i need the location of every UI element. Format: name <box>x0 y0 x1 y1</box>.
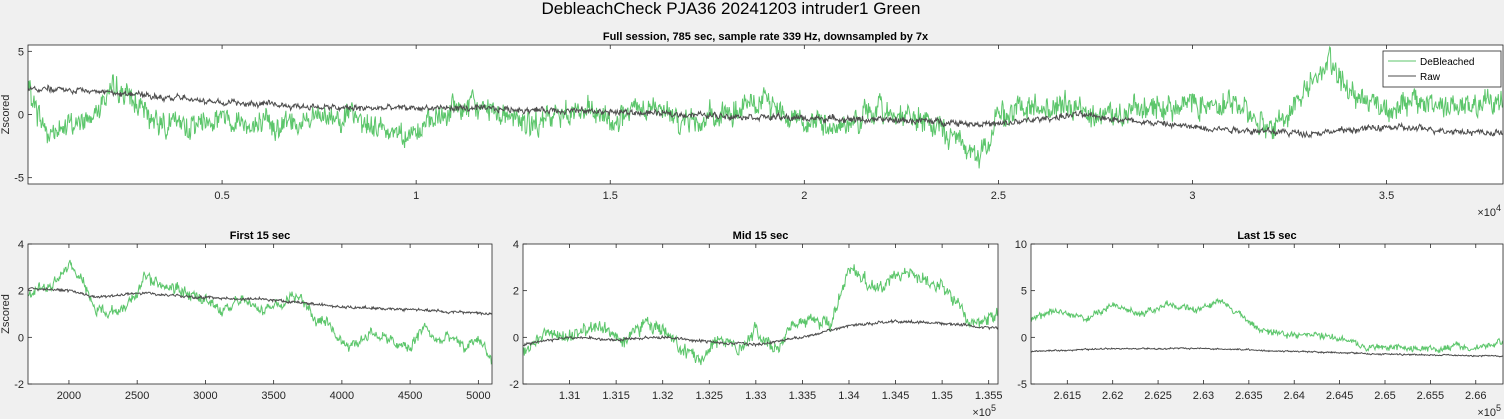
x-tick-label: 2.625 <box>1144 390 1172 402</box>
chart-title: First 15 sec <box>230 230 291 242</box>
chart-title: Full session, 785 sec, sample rate 339 H… <box>603 31 929 43</box>
y-tick-label: 0 <box>513 332 519 344</box>
x-tick-label: 2.615 <box>1054 390 1082 402</box>
x-tick-label: 2000 <box>57 390 81 402</box>
y-tick-label: 10 <box>1015 239 1027 251</box>
x-tick-label: 5000 <box>466 390 490 402</box>
series-line-raw <box>523 318 998 348</box>
series-line-debleached <box>28 259 492 365</box>
y-tick-label: 2 <box>18 286 24 298</box>
chart-full-session: 0.5 1 1.5 2 2.5 3 3.5 -5 0 5 ×104 Full session, 785… <box>0 31 1504 219</box>
x-tick-label: 2.63 <box>1193 390 1214 402</box>
chart-last-15-sec: 2.615 2.62 2.625 2.63 2.635 2.64 2.645 2.65 2.65… <box>1015 230 1504 419</box>
x-tick-label: 1.32 <box>652 390 673 402</box>
axes-box <box>1030 243 1504 385</box>
x-tick-label: 1.34 <box>838 390 859 402</box>
chart-title: Last 15 sec <box>1237 230 1296 242</box>
y-axis-label: Zscored <box>0 95 12 135</box>
x-tick-label: 2 <box>801 190 807 202</box>
x-tick-label: 3.5 <box>1379 190 1394 202</box>
y-tick-label: 0 <box>18 110 24 122</box>
series-line-raw <box>28 286 492 316</box>
x-tick-label: 1.35 <box>931 390 952 402</box>
x-tick-label: 1.335 <box>789 390 817 402</box>
series-line-debleached <box>523 264 998 366</box>
x-tick-label: 1.31 <box>559 390 580 402</box>
legend-label-raw: Raw <box>1420 72 1441 83</box>
x-exponent-label: ×104 <box>1477 203 1501 219</box>
plot-area <box>28 45 1503 184</box>
y-tick-label: -2 <box>509 379 519 391</box>
series-line-debleached <box>28 45 1503 169</box>
x-tick-label: 1.315 <box>602 390 630 402</box>
x-tick-label: 2.62 <box>1102 390 1123 402</box>
axes-box <box>27 243 493 385</box>
x-exponent-label: ×105 <box>1477 403 1501 419</box>
x-tick-label: 1 <box>413 190 419 202</box>
x-tick-label: 2.66 <box>1465 390 1486 402</box>
y-tick-label: 5 <box>1021 286 1027 298</box>
x-tick-label: 2.65 <box>1374 390 1395 402</box>
x-tick-label: 2500 <box>125 390 149 402</box>
series-line-raw <box>1031 346 1503 358</box>
x-tick-label: 2.5 <box>991 190 1006 202</box>
x-tick-label: 1.5 <box>603 190 618 202</box>
x-tick-label: 2.635 <box>1235 390 1263 402</box>
x-tick-label: 2.645 <box>1326 390 1354 402</box>
x-tick-label: 3000 <box>193 390 217 402</box>
plot-area <box>1031 244 1503 384</box>
x-tick-label: 1.345 <box>882 390 910 402</box>
y-tick-label: 0 <box>18 332 24 344</box>
y-tick-label: -5 <box>14 173 24 185</box>
x-exponent-label: ×105 <box>972 403 996 419</box>
y-tick-label: 4 <box>513 239 519 251</box>
legend-label-debleached: DeBleached <box>1420 57 1474 68</box>
plot-area <box>523 244 998 384</box>
x-tick-label: 4500 <box>398 390 422 402</box>
chart-mid-15-sec: 1.31 1.315 1.32 1.325 1.33 1.335 1.34 1.345 1.35… <box>509 230 1002 419</box>
chart-panels: 0.5 1 1.5 2 2.5 3 3.5 -5 0 5 ×104 Full session, 785… <box>0 31 1504 419</box>
legend-box <box>1382 50 1502 88</box>
y-tick-label: 5 <box>18 46 24 58</box>
x-tick-label: 4000 <box>330 390 354 402</box>
x-tick-label: 1.33 <box>745 390 766 402</box>
x-tick-label: 3 <box>1189 190 1195 202</box>
y-tick-label: -5 <box>1017 379 1027 391</box>
y-tick-label: 4 <box>18 239 24 251</box>
x-tick-label: 2.655 <box>1417 390 1445 402</box>
series-line-raw <box>28 84 1503 139</box>
x-tick-label: 1.355 <box>975 390 1003 402</box>
series-line-debleached <box>1031 297 1503 354</box>
x-tick-label: 0.5 <box>214 190 229 202</box>
y-axis-label: Zscored <box>0 294 12 334</box>
chart-first-15-sec: 2000 2500 3000 3500 4000 4500 5000 -2 0 2 4 First 1… <box>0 230 493 402</box>
y-tick-label: 0 <box>1021 332 1027 344</box>
y-tick-label: 2 <box>513 286 519 298</box>
figure-title: DebleachCheck PJA36 20241203 intruder1 G… <box>542 0 921 18</box>
x-tick-label: 2.64 <box>1284 390 1305 402</box>
axes-box <box>522 243 999 385</box>
plot-area <box>28 244 492 384</box>
x-tick-label: 1.325 <box>696 390 724 402</box>
x-tick-label: 3500 <box>261 390 285 402</box>
chart-title: Mid 15 sec <box>733 230 789 242</box>
legend: DeBleached Raw <box>1382 50 1502 88</box>
y-tick-label: -2 <box>14 379 24 391</box>
